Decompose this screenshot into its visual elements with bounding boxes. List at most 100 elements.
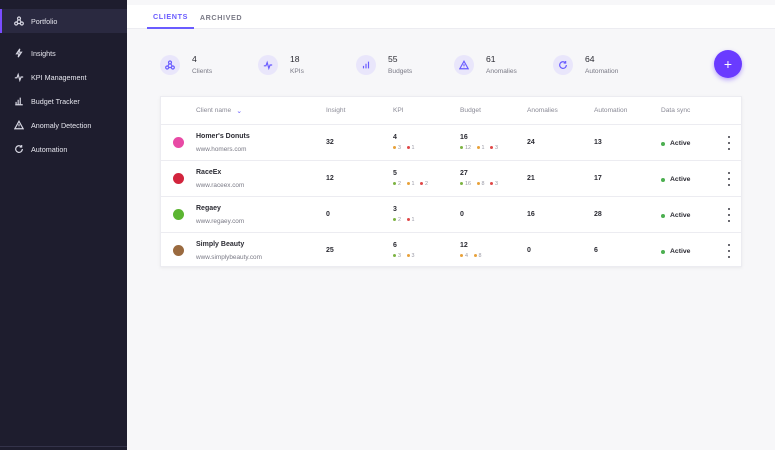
header-anomalies[interactable]: Anomalies	[527, 107, 558, 114]
sidebar-top	[0, 0, 127, 5]
status-dot	[661, 141, 665, 146]
sync-status: Active	[661, 212, 690, 219]
client-name[interactable]: Homer's Donuts	[196, 133, 250, 140]
more-options-icon[interactable]	[726, 244, 732, 258]
refresh-icon	[553, 55, 573, 75]
sidebar-item-label: KPI Management	[31, 72, 87, 82]
stat-label: Anomalies	[486, 68, 517, 75]
more-options-icon[interactable]	[726, 136, 732, 150]
table-row[interactable]: RaceEx www.raceex.com 12 5 2 1 2 27 16 8…	[161, 160, 741, 196]
kpi-value: 6	[393, 242, 397, 249]
tab-archived[interactable]: ARCHIVED	[199, 12, 243, 22]
sidebar-item-insights[interactable]: Insights	[0, 41, 127, 65]
client-url: www.simplybeauty.com	[196, 254, 262, 261]
anomalies-value: 24	[527, 139, 535, 146]
stat-value: 61	[486, 54, 496, 64]
sidebar-item-automation[interactable]: Automation	[0, 137, 127, 161]
insights-icon	[13, 47, 25, 59]
chevron-down-icon[interactable]: ⌄	[236, 107, 243, 115]
stat-value: 18	[290, 54, 300, 64]
kpi-value: 3	[393, 206, 397, 213]
header-automation[interactable]: Automation	[594, 107, 628, 114]
client-url: www.regaey.com	[196, 218, 245, 225]
sidebar-item-label: Portfolio	[31, 16, 58, 26]
client-logo	[173, 209, 184, 220]
insight-value: 32	[326, 139, 334, 146]
clients-icon	[160, 55, 180, 75]
header-budget[interactable]: Budget	[460, 107, 481, 114]
budget-value: 0	[460, 211, 464, 218]
stat-anomalies: 61 Anomalies	[454, 52, 517, 78]
header-kpi[interactable]: KPI	[393, 107, 404, 114]
sidebar-item-label: Insights	[31, 48, 56, 58]
status-dot	[661, 213, 665, 218]
stat-value: 55	[388, 54, 398, 64]
stat-clients: 4 Clients	[160, 52, 212, 78]
table-row[interactable]: Regaey www.regaey.com 0 3 2 1 0 16 28 Ac…	[161, 196, 741, 232]
automation-value: 6	[594, 247, 598, 254]
budget-icon	[13, 95, 25, 107]
kpi-value: 4	[393, 134, 397, 141]
header-client-name[interactable]: Client name ⌄	[196, 97, 242, 124]
stat-label: Clients	[192, 68, 213, 75]
header-data-sync[interactable]: Data sync	[661, 107, 691, 114]
insight-value: 0	[326, 211, 330, 218]
client-name[interactable]: Simply Beauty	[196, 241, 245, 248]
stat-value: 64	[585, 54, 595, 64]
stat-budgets: 55 Budgets	[356, 52, 412, 78]
client-logo	[173, 173, 184, 184]
stat-value: 4	[192, 54, 197, 64]
stat-kpis: 18 KPIs	[258, 52, 304, 78]
sidebar-divider	[0, 446, 127, 447]
stat-label: KPIs	[290, 68, 304, 75]
budget-value: 16	[460, 134, 468, 141]
header-label: Client name	[196, 107, 232, 114]
client-name[interactable]: Regaey	[196, 205, 221, 212]
sidebar: Portfolio Insights KPI Management Budget…	[0, 0, 127, 450]
budget-value: 12	[460, 242, 468, 249]
automation-value: 17	[594, 175, 602, 182]
client-name[interactable]: RaceEx	[196, 169, 222, 176]
sidebar-item-label: Anomaly Detection	[31, 120, 92, 130]
anomalies-value: 0	[527, 247, 531, 254]
sidebar-item-label: Automation	[31, 144, 68, 154]
add-client-button[interactable]: +	[714, 50, 742, 78]
more-options-icon[interactable]	[726, 172, 732, 186]
automation-value: 28	[594, 211, 602, 218]
anomalies-value: 16	[527, 211, 535, 218]
warning-icon	[13, 119, 25, 131]
automation-value: 13	[594, 139, 602, 146]
kpi-value: 5	[393, 170, 397, 177]
sidebar-item-portfolio[interactable]: Portfolio	[0, 9, 127, 33]
kpi-breakdown: 3 1	[393, 145, 419, 151]
sidebar-item-anomaly-detection[interactable]: Anomaly Detection	[0, 113, 127, 137]
stat-label: Budgets	[388, 68, 413, 75]
budget-breakdown: 16 8 3	[460, 181, 502, 187]
budget-icon	[356, 55, 376, 75]
sidebar-item-budget-tracker[interactable]: Budget Tracker	[0, 89, 127, 113]
kpi-icon	[258, 55, 278, 75]
plus-icon: +	[723, 56, 733, 72]
portfolio-icon	[13, 15, 25, 27]
stat-label: Automation	[585, 68, 619, 75]
main-content: CLIENTS ARCHIVED 4 Clients 18 KPIs 55 Bu…	[127, 0, 775, 450]
budget-breakdown: 12 1 3	[460, 145, 502, 151]
sidebar-item-kpi-management[interactable]: KPI Management	[0, 65, 127, 89]
table-row[interactable]: Homer's Donuts www.homers.com 32 4 3 1 1…	[161, 124, 741, 160]
table-row[interactable]: Simply Beauty www.simplybeauty.com 25 6 …	[161, 232, 741, 268]
tab-clients[interactable]: CLIENTS	[147, 5, 194, 29]
kpi-breakdown: 2 1	[393, 217, 419, 223]
client-url: www.raceex.com	[196, 182, 245, 189]
header-insight[interactable]: Insight	[326, 107, 346, 114]
insight-value: 12	[326, 175, 334, 182]
refresh-icon	[13, 143, 25, 155]
sidebar-item-label: Budget Tracker	[31, 96, 80, 106]
anomalies-value: 21	[527, 175, 535, 182]
client-logo	[173, 245, 184, 256]
budget-breakdown: 4 8	[460, 253, 486, 259]
status-dot	[661, 177, 665, 182]
kpi-breakdown: 3 3	[393, 253, 419, 259]
more-options-icon[interactable]	[726, 208, 732, 222]
kpi-icon	[13, 71, 25, 83]
stat-automation: 64 Automation	[553, 52, 618, 78]
